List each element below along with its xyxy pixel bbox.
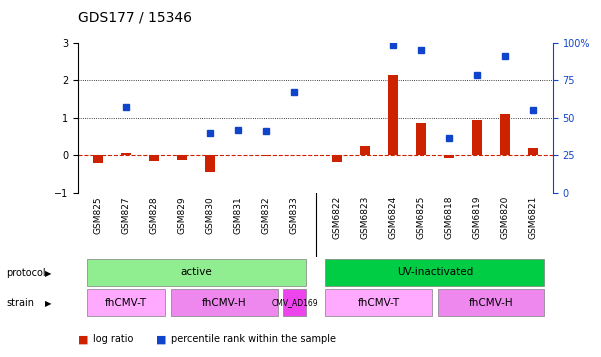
Bar: [332, 155, 341, 162]
Bar: [500, 114, 510, 155]
Text: ■: ■: [78, 334, 88, 344]
Text: GSM6819: GSM6819: [472, 196, 481, 240]
Text: active: active: [180, 267, 212, 277]
FancyBboxPatch shape: [87, 258, 306, 286]
Text: ■: ■: [156, 334, 166, 344]
Bar: [177, 155, 187, 160]
Text: ▶: ▶: [45, 299, 52, 308]
Text: ▶: ▶: [45, 268, 52, 278]
Text: fhCMV-H: fhCMV-H: [202, 297, 246, 308]
Text: GSM832: GSM832: [262, 196, 271, 233]
Text: GSM825: GSM825: [93, 196, 102, 233]
Text: GSM6821: GSM6821: [529, 196, 538, 239]
Text: GSM831: GSM831: [234, 196, 243, 234]
FancyBboxPatch shape: [438, 289, 545, 316]
Bar: [261, 155, 271, 156]
FancyBboxPatch shape: [325, 289, 432, 316]
Text: GSM828: GSM828: [150, 196, 159, 233]
Text: GSM827: GSM827: [121, 196, 130, 233]
Text: GSM6820: GSM6820: [501, 196, 510, 239]
Text: GSM833: GSM833: [290, 196, 299, 234]
Text: fhCMV-T: fhCMV-T: [105, 297, 147, 308]
Text: CMV_AD169: CMV_AD169: [271, 298, 318, 307]
Text: GSM830: GSM830: [206, 196, 215, 234]
Bar: [149, 155, 159, 161]
Text: fhCMV-H: fhCMV-H: [469, 297, 513, 308]
Text: GSM829: GSM829: [177, 196, 186, 233]
FancyBboxPatch shape: [325, 258, 545, 286]
Bar: [121, 154, 131, 155]
FancyBboxPatch shape: [283, 289, 306, 316]
Bar: [360, 146, 370, 155]
Text: GSM6822: GSM6822: [332, 196, 341, 239]
Bar: [416, 124, 426, 155]
Text: GSM6818: GSM6818: [445, 196, 454, 240]
Text: protocol: protocol: [6, 268, 46, 278]
Text: UV-inactivated: UV-inactivated: [397, 267, 473, 277]
Text: log ratio: log ratio: [93, 334, 133, 344]
Text: fhCMV-T: fhCMV-T: [358, 297, 400, 308]
Bar: [93, 155, 103, 163]
Bar: [206, 155, 215, 172]
Text: GSM6823: GSM6823: [360, 196, 369, 239]
Text: percentile rank within the sample: percentile rank within the sample: [171, 334, 337, 344]
Text: GDS177 / 15346: GDS177 / 15346: [78, 11, 192, 25]
Bar: [388, 75, 398, 155]
Bar: [472, 120, 482, 155]
Text: GSM6824: GSM6824: [388, 196, 397, 239]
Bar: [444, 155, 454, 158]
FancyBboxPatch shape: [171, 289, 278, 316]
Text: GSM6825: GSM6825: [416, 196, 426, 239]
FancyBboxPatch shape: [87, 289, 165, 316]
Text: strain: strain: [6, 298, 34, 308]
Bar: [528, 148, 538, 155]
